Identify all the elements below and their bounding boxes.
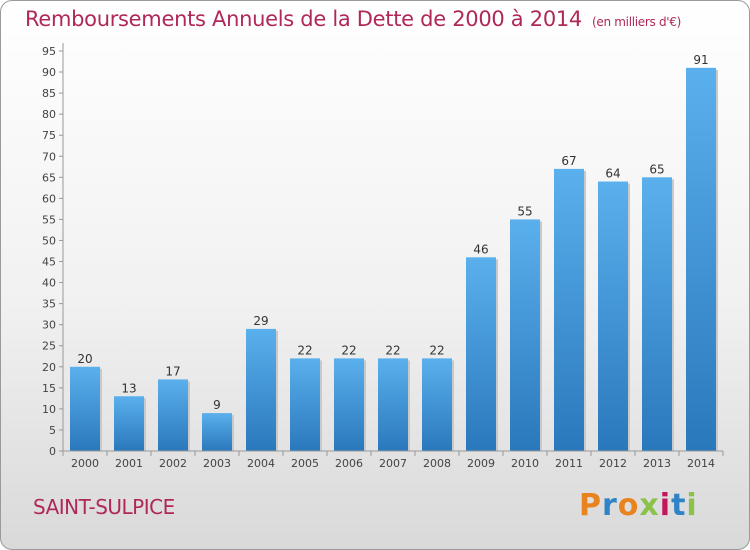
value-label: 29 (253, 314, 268, 328)
bar-2005 (290, 358, 320, 451)
chart-title: Remboursements Annuels de la Dette de 20… (25, 7, 681, 31)
x-tick-label: 2005 (291, 457, 319, 470)
y-tick-label: 50 (42, 234, 56, 247)
logo-letter: x (639, 488, 660, 523)
bar-2009 (466, 257, 496, 451)
x-tick-label: 2006 (335, 457, 363, 470)
proxiti-logo: Proxiti (579, 488, 698, 523)
y-tick-label: 5 (49, 424, 56, 437)
y-tick-label: 85 (42, 87, 56, 100)
x-tick-label: 2008 (423, 457, 451, 470)
logo-letter: t (671, 488, 687, 523)
y-tick-label: 80 (42, 108, 56, 121)
value-label: 9 (213, 398, 221, 412)
value-label: 22 (341, 343, 356, 357)
y-tick-label: 90 (42, 66, 56, 79)
y-tick-label: 30 (42, 319, 56, 332)
y-tick-label: 15 (42, 382, 56, 395)
bar-2013 (642, 177, 672, 451)
value-label: 22 (385, 343, 400, 357)
unit-note: (en milliers d'€) (592, 15, 682, 29)
bar-2000 (70, 366, 100, 451)
bar-2002 (158, 379, 188, 451)
y-tick-label: 65 (42, 171, 56, 184)
x-tick-label: 2011 (555, 457, 583, 470)
x-tick-label: 2001 (115, 457, 143, 470)
bar-2010 (510, 219, 540, 451)
bar-2003 (202, 413, 232, 451)
logo-letter: o (617, 488, 640, 523)
logo-letter: P (579, 488, 602, 523)
value-label: 20 (77, 352, 92, 366)
chart-title-text: Remboursements Annuels de la Dette de 20… (25, 7, 582, 31)
x-tick-label: 2009 (467, 457, 495, 470)
bar-2001 (114, 396, 144, 451)
y-tick-label: 75 (42, 129, 56, 142)
y-tick-label: 45 (42, 256, 56, 269)
y-tick-label: 70 (42, 150, 56, 163)
y-tick-label: 10 (42, 403, 56, 416)
y-tick-label: 95 (42, 45, 56, 58)
x-tick-label: 2007 (379, 457, 407, 470)
value-label: 55 (517, 204, 532, 218)
bar-2007 (378, 358, 408, 451)
y-tick-label: 35 (42, 298, 56, 311)
bar-2011 (554, 168, 584, 452)
bar-2012 (598, 181, 628, 452)
y-tick-label: 20 (42, 361, 56, 374)
x-tick-label: 2004 (247, 457, 275, 470)
y-tick-label: 55 (42, 213, 56, 226)
x-tick-label: 2013 (643, 457, 671, 470)
x-tick-label: 2014 (687, 457, 715, 470)
bar-2008 (422, 358, 452, 451)
x-tick-label: 2003 (203, 457, 231, 470)
value-label: 22 (429, 343, 444, 357)
value-label: 17 (165, 364, 180, 378)
x-tick-label: 2002 (159, 457, 187, 470)
logo-letter: i (686, 488, 698, 523)
y-tick-label: 0 (49, 445, 56, 458)
y-tick-label: 40 (42, 277, 56, 290)
value-label: 64 (605, 167, 620, 181)
y-tick-label: 25 (42, 340, 56, 353)
value-label: 13 (121, 381, 136, 395)
logo-letter: i (659, 488, 672, 523)
bar-2006 (334, 358, 364, 451)
value-label: 65 (649, 162, 664, 176)
value-label: 91 (693, 53, 708, 67)
x-tick-label: 2000 (71, 457, 99, 470)
bar-2004 (246, 328, 276, 451)
value-label: 22 (297, 343, 312, 357)
axes-group: 0 5 10 15 20 25 30 35 40 45 50 55 60 65 70 75 80 85 90 95 20… (42, 43, 724, 470)
logo-letter: r (602, 488, 618, 523)
x-tick-label: 2012 (599, 457, 627, 470)
commune-name: SAINT-SULPICE (33, 495, 175, 519)
value-label: 67 (561, 154, 576, 168)
bar-2014 (686, 67, 716, 451)
value-label: 46 (473, 242, 488, 256)
bars-group: 20 13 17 9 29 22 22 22 22 46 55 67 64 65 91 (70, 53, 718, 452)
x-tick-label: 2010 (511, 457, 539, 470)
y-tick-label: 60 (42, 192, 56, 205)
